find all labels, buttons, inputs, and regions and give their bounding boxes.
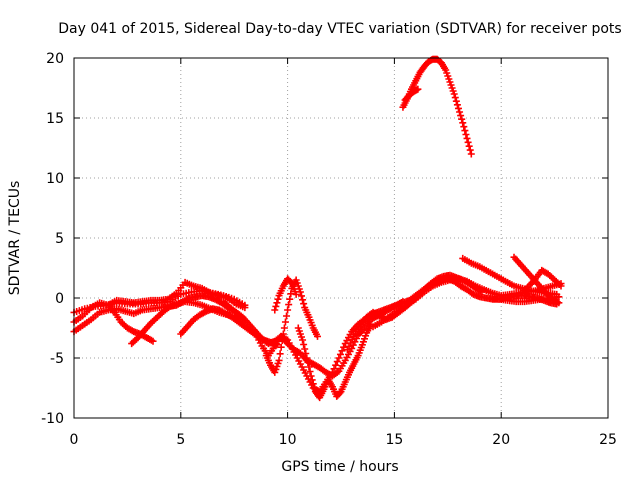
data-point [460,123,468,131]
data-point [305,363,313,371]
data-point [241,301,249,309]
data-point [465,142,473,150]
data-point [340,343,348,351]
data-point [301,345,309,353]
x-tick-label: 20 [492,432,510,448]
data-point [459,119,467,127]
data-point [454,104,462,112]
data-point [330,365,338,373]
data-point [336,389,344,397]
data-point [281,318,289,326]
data-point [303,354,311,362]
data-point [304,359,312,366]
axis-ticks [73,57,609,419]
data-point [277,343,285,351]
y-tick-label: 0 [55,291,64,307]
data-point [456,108,464,116]
data-point [464,138,472,146]
data-point [309,380,317,388]
series-track-16 [519,266,565,296]
data-point [457,112,465,120]
data-point [284,306,292,314]
data-point [450,90,458,98]
series-track-19 [401,85,422,104]
data-point [453,101,461,109]
y-tick-label: -10 [41,411,64,427]
data-point [278,337,286,345]
data-point [286,295,294,303]
series-track-18 [399,55,475,158]
data-point [302,350,310,357]
data-point [332,361,340,369]
data-point [273,299,281,307]
data-point [458,115,466,123]
data-point [287,278,295,286]
chart-title: Day 041 of 2015, Sidereal Day-to-day VTE… [58,21,621,37]
data-point [306,368,314,375]
data-point [300,300,308,308]
data-points [70,55,565,402]
series-track-6 [177,305,281,349]
data-point [292,290,300,298]
x-tick-label: 0 [70,432,79,448]
data-point [310,384,318,392]
data-point [461,127,469,135]
data-point [280,324,288,332]
data-point [283,312,291,320]
data-point [314,332,322,340]
data-point [299,296,307,304]
data-point [328,368,336,376]
data-point [451,94,459,102]
x-tick-label: 15 [385,432,403,448]
series-track-17 [487,293,563,306]
data-point [555,299,563,307]
data-point [274,295,282,303]
y-tick-label: 15 [46,111,64,127]
y-axis-label: SDTVAR / TECUs [7,181,23,296]
data-point [555,293,563,301]
y-tick-label: 5 [55,231,64,247]
data-point [463,134,471,142]
data-point [275,356,283,364]
x-axis-label: GPS time / hours [281,459,398,475]
data-point [307,372,315,380]
data-point [338,347,346,355]
data-point [336,350,344,358]
data-point [557,282,565,290]
data-point [308,376,316,384]
x-tick-label: 25 [599,432,617,448]
data-point [414,85,422,93]
data-point [300,341,308,348]
data-point [467,150,475,158]
data-point [466,146,474,154]
data-point [285,301,293,309]
data-point [297,292,305,300]
data-point [299,336,307,344]
x-tick-label: 5 [176,432,185,448]
x-tick-labels: 0 5 10 15 20 25 [70,432,617,448]
series-track-11 [294,320,375,402]
grid-lines [74,58,608,418]
data-point [279,330,287,338]
y-tick-label: -5 [50,351,64,367]
data-point [272,302,280,310]
data-point [149,337,157,345]
y-tick-label: 20 [46,51,64,67]
data-point [271,306,279,314]
data-point [276,350,284,358]
data-point [452,97,460,105]
y-tick-labels: -10 -5 0 5 10 15 20 [41,51,64,427]
data-point [335,354,343,362]
data-point [462,131,470,138]
y-tick-label: 10 [46,171,64,187]
data-point [333,358,341,366]
series-track-10 [271,275,300,314]
x-tick-label: 10 [279,432,297,448]
